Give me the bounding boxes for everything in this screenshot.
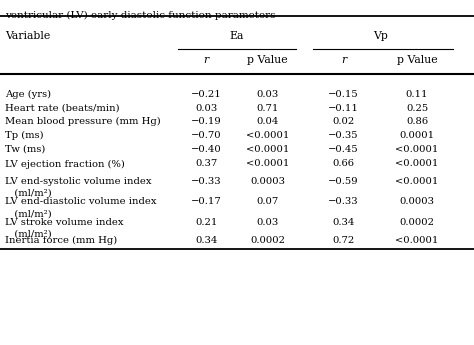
Text: 0.34: 0.34	[332, 218, 355, 227]
Text: 0.03: 0.03	[195, 104, 217, 112]
Text: 0.66: 0.66	[333, 159, 355, 168]
Text: Tp (ms): Tp (ms)	[5, 131, 43, 140]
Text: −0.35: −0.35	[328, 131, 359, 140]
Text: −0.40: −0.40	[191, 145, 221, 154]
Text: −0.17: −0.17	[191, 197, 221, 206]
Text: −0.45: −0.45	[328, 145, 359, 154]
Text: 0.0002: 0.0002	[400, 218, 435, 227]
Text: −0.59: −0.59	[328, 177, 359, 186]
Text: 0.34: 0.34	[195, 236, 218, 245]
Text: 0.71: 0.71	[256, 104, 279, 112]
Text: 0.0002: 0.0002	[250, 236, 285, 245]
Text: 0.86: 0.86	[406, 117, 428, 126]
Text: <0.0001: <0.0001	[395, 177, 439, 186]
Text: Mean blood pressure (mm Hg): Mean blood pressure (mm Hg)	[5, 117, 161, 126]
Text: LV end-systolic volume index
   (ml/m²): LV end-systolic volume index (ml/m²)	[5, 177, 151, 197]
Text: Vp: Vp	[373, 31, 388, 41]
Text: 0.02: 0.02	[333, 117, 355, 126]
Text: r: r	[341, 56, 346, 65]
Text: 0.04: 0.04	[256, 117, 279, 126]
Text: Age (yrs): Age (yrs)	[5, 90, 51, 99]
Text: Inertia force (mm Hg): Inertia force (mm Hg)	[5, 236, 117, 245]
Text: 0.0003: 0.0003	[250, 177, 285, 186]
Text: <0.0001: <0.0001	[246, 159, 290, 168]
Text: <0.0001: <0.0001	[395, 236, 439, 245]
Text: −0.33: −0.33	[191, 177, 221, 186]
Text: <0.0001: <0.0001	[395, 159, 439, 168]
Text: 0.72: 0.72	[333, 236, 355, 245]
Text: <0.0001: <0.0001	[395, 145, 439, 154]
Text: <0.0001: <0.0001	[246, 145, 290, 154]
Text: 0.21: 0.21	[195, 218, 218, 227]
Text: −0.11: −0.11	[328, 104, 359, 112]
Text: <0.0001: <0.0001	[246, 131, 290, 140]
Text: Ea: Ea	[230, 31, 244, 41]
Text: LV end-diastolic volume index
   (ml/m²): LV end-diastolic volume index (ml/m²)	[5, 197, 156, 218]
Text: 0.0003: 0.0003	[400, 197, 435, 206]
Text: 0.11: 0.11	[406, 90, 428, 99]
Text: 0.25: 0.25	[406, 104, 428, 112]
Text: 0.0001: 0.0001	[400, 131, 435, 140]
Text: 0.03: 0.03	[257, 90, 279, 99]
Text: −0.70: −0.70	[191, 131, 221, 140]
Text: p Value: p Value	[247, 56, 288, 65]
Text: 0.37: 0.37	[195, 159, 217, 168]
Text: −0.21: −0.21	[191, 90, 221, 99]
Text: Tw (ms): Tw (ms)	[5, 145, 45, 154]
Text: ventricular (LV) early diastolic function parameters: ventricular (LV) early diastolic functio…	[5, 11, 275, 20]
Text: −0.19: −0.19	[191, 117, 221, 126]
Text: LV stroke volume index
   (ml/m²): LV stroke volume index (ml/m²)	[5, 218, 123, 239]
Text: 0.07: 0.07	[257, 197, 279, 206]
Text: Variable: Variable	[5, 31, 50, 41]
Text: r: r	[203, 56, 209, 65]
Text: 0.03: 0.03	[257, 218, 279, 227]
Text: LV ejection fraction (%): LV ejection fraction (%)	[5, 159, 125, 168]
Text: −0.15: −0.15	[328, 90, 359, 99]
Text: p Value: p Value	[397, 56, 438, 65]
Text: −0.33: −0.33	[328, 197, 359, 206]
Text: Heart rate (beats/min): Heart rate (beats/min)	[5, 104, 119, 112]
